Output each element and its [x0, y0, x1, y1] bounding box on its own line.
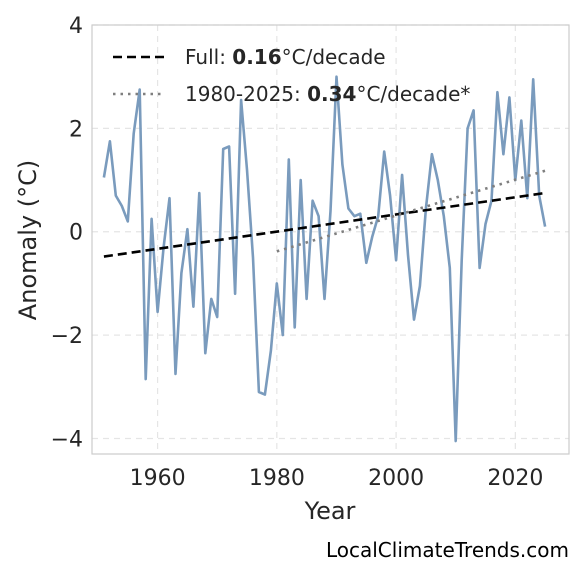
credit-watermark: LocalClimateTrends.com [326, 538, 569, 562]
series [102, 75, 547, 443]
x-tick-label: 1980 [249, 466, 305, 491]
x-axis-label: Year [304, 497, 356, 525]
anomaly-series-line [102, 75, 547, 443]
axis-ticks: 1960 1980 2000 2020 −4 −2 0 2 4 [51, 14, 544, 491]
y-tick-label: 4 [69, 14, 83, 39]
y-tick-label: 0 [69, 221, 83, 246]
x-tick-label: 1960 [130, 466, 186, 491]
legend-full-value: 0.16 [232, 45, 281, 69]
trend-lines [103, 169, 546, 258]
y-axis-label: Anomaly (°C) [14, 160, 42, 320]
legend-label-recent-trend: 1980-2025: 0.34°C/decade* [185, 82, 470, 106]
legend-label-full-trend: Full: 0.16°C/decade [185, 45, 386, 69]
legend: Full: 0.16°C/decade 1980-2025: 0.34°C/de… [113, 45, 470, 106]
x-tick-label: 2020 [487, 466, 543, 491]
legend-recent-value: 0.34 [307, 82, 356, 106]
plot-area-frame [91, 24, 570, 455]
legend-recent-suffix: °C/decade* [356, 82, 470, 106]
x-tick-label: 2000 [368, 466, 424, 491]
y-tick-label: −4 [51, 427, 83, 452]
legend-full-suffix: °C/decade [282, 45, 386, 69]
y-tick-label: 2 [69, 117, 83, 142]
recent-period-trend-line [276, 169, 546, 253]
y-tick-label: −2 [51, 324, 83, 349]
legend-full-prefix: Full: [185, 45, 232, 69]
full-period-trend-line [103, 191, 546, 258]
legend-recent-prefix: 1980-2025: [185, 82, 307, 106]
